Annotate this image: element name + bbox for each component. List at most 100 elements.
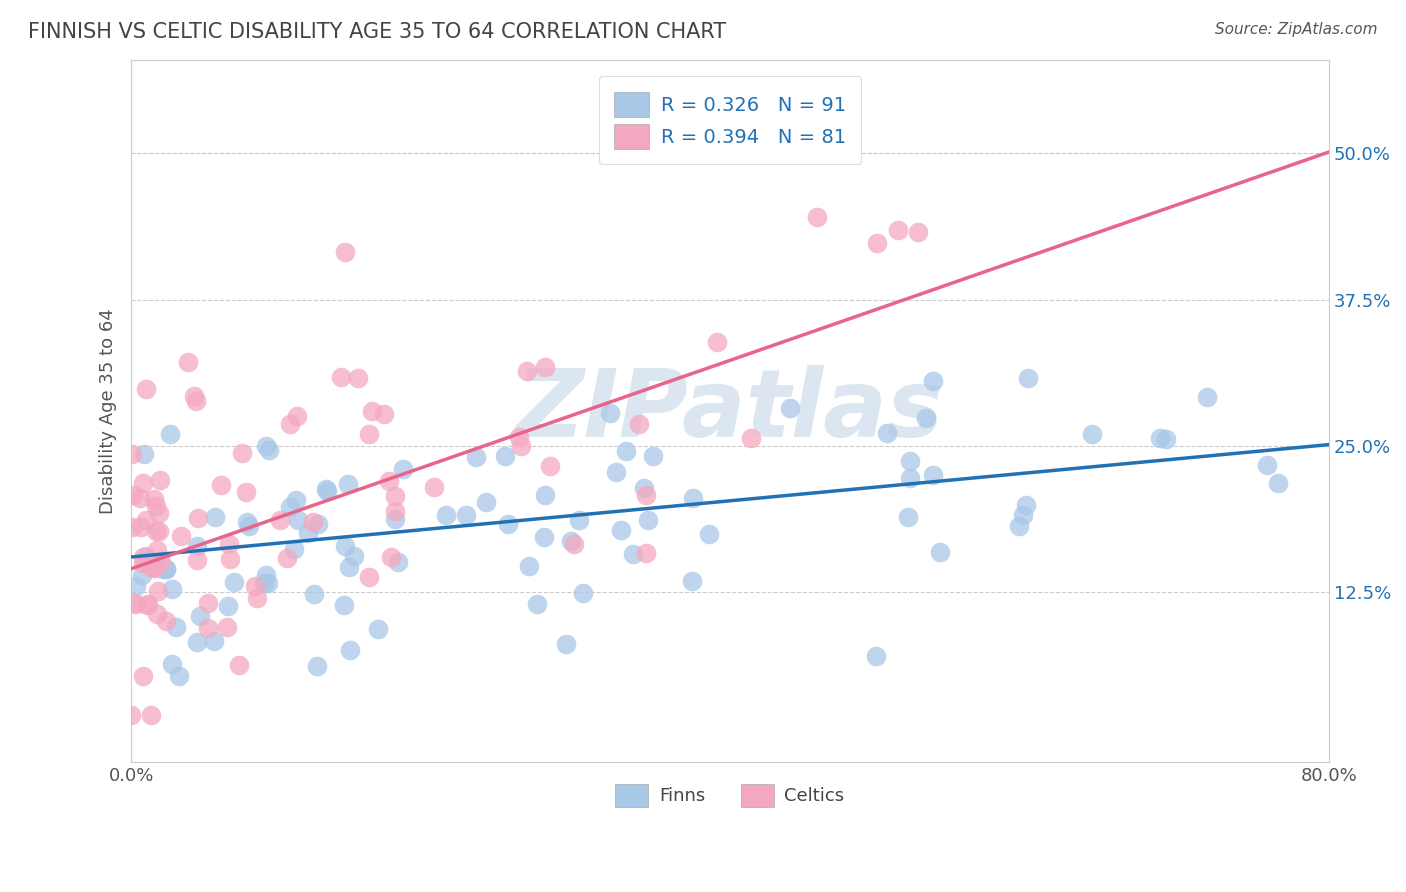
Text: FINNISH VS CELTIC DISABILITY AGE 35 TO 64 CORRELATION CHART: FINNISH VS CELTIC DISABILITY AGE 35 TO 6… [28, 22, 727, 42]
Point [494, 449, 516, 463]
Point [534, 359, 557, 374]
Point [145, 524, 167, 538]
Point [145, 499, 167, 513]
Point [498, 516, 520, 531]
Point [806, 210, 828, 224]
Point [560, 533, 582, 548]
Point [129, 520, 152, 534]
Point [614, 443, 637, 458]
Point [159, 427, 181, 442]
Point [297, 526, 319, 541]
Point [307, 516, 329, 531]
Point [136, 598, 159, 612]
Point [464, 450, 486, 464]
Text: ZIPatlas: ZIPatlas [516, 365, 943, 457]
Point [145, 607, 167, 621]
Point [921, 374, 943, 388]
Point [135, 549, 157, 564]
Point [120, 708, 142, 723]
Point [202, 634, 225, 648]
Point [132, 475, 155, 490]
Point [610, 524, 633, 538]
Point [333, 598, 356, 612]
Point [136, 556, 159, 570]
Point [387, 555, 409, 569]
Point [1267, 476, 1289, 491]
Point [898, 471, 921, 485]
Point [605, 465, 627, 479]
Point [211, 478, 233, 492]
Point [599, 406, 621, 420]
Point [628, 417, 651, 431]
Point [121, 488, 143, 502]
Point [367, 622, 389, 636]
Point [197, 621, 219, 635]
Point [897, 510, 920, 524]
Point [740, 431, 762, 445]
Point [634, 546, 657, 560]
Point [141, 560, 163, 574]
Point [269, 513, 291, 527]
Point [155, 614, 177, 628]
Point [928, 545, 950, 559]
Point [278, 500, 301, 515]
Point [681, 574, 703, 589]
Point [142, 491, 165, 506]
Point [1017, 370, 1039, 384]
Point [287, 513, 309, 527]
Point [335, 244, 357, 259]
Point [155, 562, 177, 576]
Point [456, 508, 478, 522]
Point [283, 542, 305, 557]
Point [169, 528, 191, 542]
Point [1011, 508, 1033, 522]
Point [160, 657, 183, 672]
Point [682, 491, 704, 506]
Point [384, 504, 406, 518]
Point [254, 439, 277, 453]
Point [183, 389, 205, 403]
Point [122, 596, 145, 610]
Point [887, 222, 910, 236]
Point [572, 586, 595, 600]
Point [228, 657, 250, 672]
Point [533, 531, 555, 545]
Point [337, 559, 360, 574]
Point [533, 488, 555, 502]
Point [865, 648, 887, 663]
Point [135, 382, 157, 396]
Point [186, 393, 208, 408]
Text: Source: ZipAtlas.com: Source: ZipAtlas.com [1215, 22, 1378, 37]
Point [384, 489, 406, 503]
Point [254, 567, 277, 582]
Point [380, 549, 402, 564]
Point [256, 575, 278, 590]
Point [922, 468, 945, 483]
Point [177, 355, 200, 369]
Point [907, 225, 929, 239]
Point [285, 409, 308, 423]
Point [167, 668, 190, 682]
Point [204, 510, 226, 524]
Point [697, 526, 720, 541]
Point [1080, 426, 1102, 441]
Point [197, 595, 219, 609]
Point [562, 537, 585, 551]
Point [434, 508, 457, 522]
Point [391, 461, 413, 475]
Point [131, 567, 153, 582]
Point [876, 426, 898, 441]
Point [121, 520, 143, 534]
Point [276, 551, 298, 566]
Point [1015, 499, 1038, 513]
Point [145, 542, 167, 557]
Point [186, 540, 208, 554]
Point [315, 483, 337, 497]
Point [148, 524, 170, 538]
Point [337, 476, 360, 491]
Point [517, 559, 540, 574]
Point [219, 551, 242, 566]
Point [235, 484, 257, 499]
Point [706, 334, 728, 349]
Point [568, 512, 591, 526]
